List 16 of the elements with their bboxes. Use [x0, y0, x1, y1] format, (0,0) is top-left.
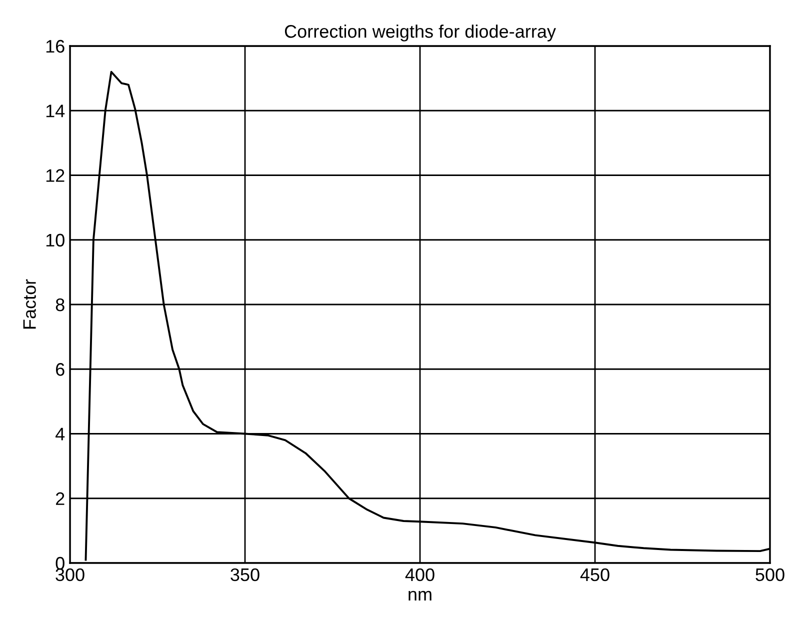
- y-tick-label: 10: [46, 234, 64, 247]
- x-tick-label: 350: [230, 568, 260, 582]
- x-tick-label: 400: [405, 568, 434, 582]
- y-axis-title: Factor: [23, 279, 36, 329]
- y-tick-label: 8: [56, 298, 64, 312]
- y-tick-label: 16: [46, 40, 64, 53]
- x-tick-label: 500: [756, 568, 784, 582]
- y-tick-label: 14: [46, 104, 65, 118]
- x-axis-title: nm: [408, 590, 432, 601]
- y-tick-label: 2: [56, 492, 64, 505]
- y-tick-label: 12: [46, 169, 64, 182]
- chart-title: Correction weigths for diode-array: [284, 24, 556, 42]
- y-tick-label: 6: [56, 363, 64, 376]
- y-tick-label: 4: [56, 428, 65, 440]
- x-tick-label: 450: [580, 568, 610, 582]
- x-tick-label: 300: [56, 568, 84, 582]
